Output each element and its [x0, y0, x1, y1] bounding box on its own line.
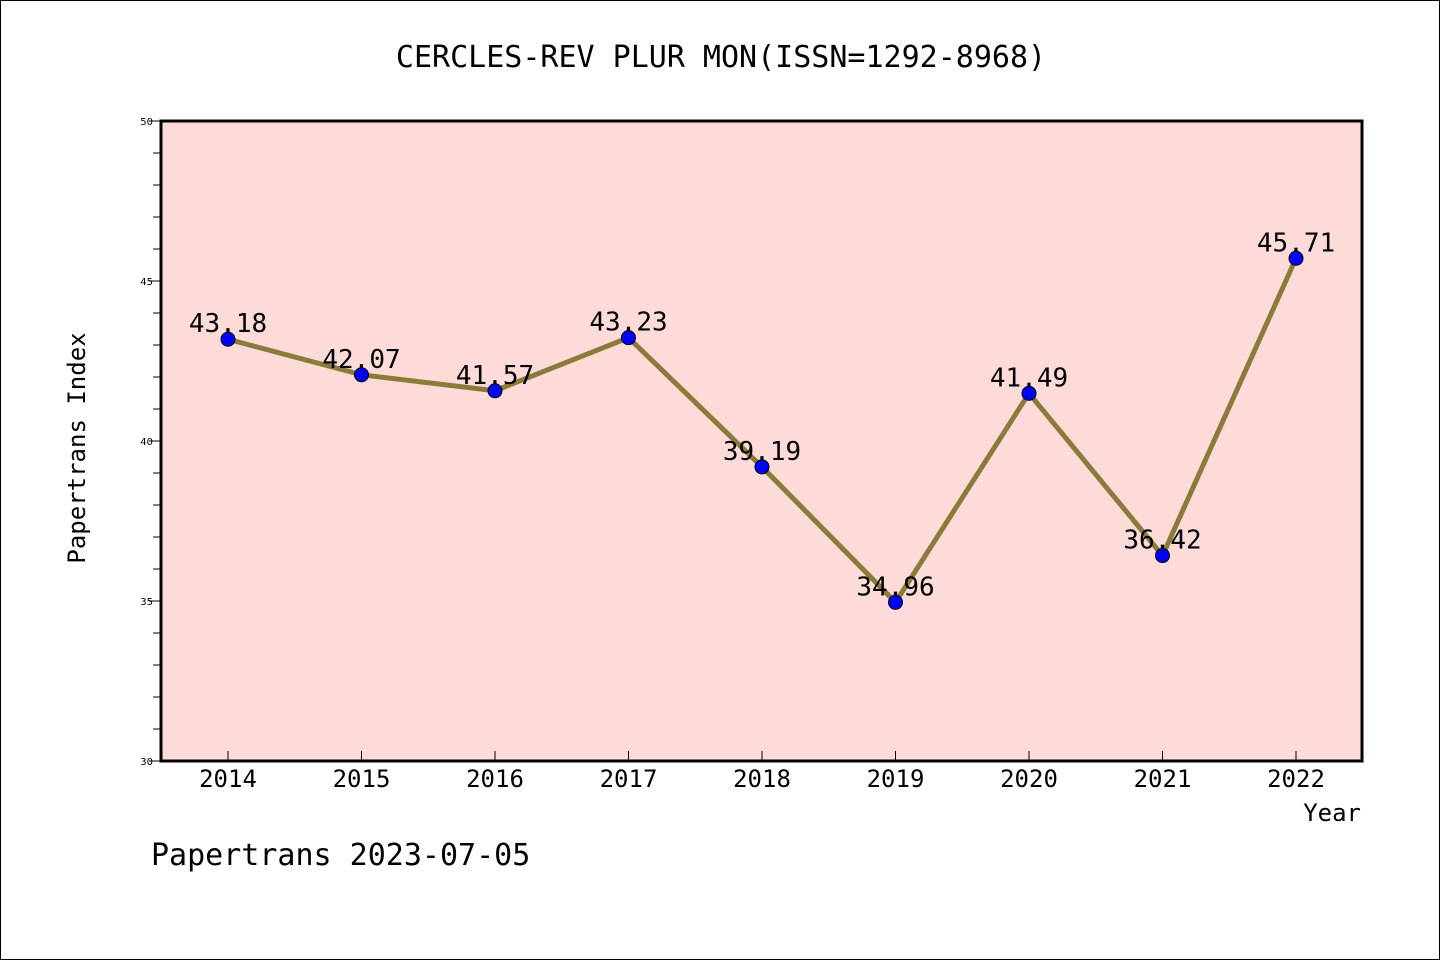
- x-axis: 2014 2015 2016 2017 2018 2019 2020 2021 2022: [199, 751, 1325, 793]
- x-tick-label: 2022: [1267, 765, 1325, 793]
- plot-area: [159, 119, 1364, 763]
- data-point: [487, 383, 503, 399]
- x-tick-label: 2016: [466, 765, 524, 793]
- data-label: 41.49: [990, 363, 1068, 393]
- data-label: 34.96: [856, 572, 934, 602]
- y-tick-label: 50: [140, 117, 153, 128]
- data-label: 41.57: [456, 361, 534, 391]
- x-tick-label: 2019: [867, 765, 925, 793]
- series-layer: [220, 250, 1304, 610]
- y-axis: 30 35 40 45 50: [140, 117, 161, 768]
- data-point: [754, 459, 770, 475]
- y-tick-label: 30: [140, 757, 153, 768]
- data-point: [220, 331, 236, 347]
- footer-text: Papertrans 2023-07-05: [151, 838, 530, 873]
- data-labels: 43.18 42.07 41.57 43.23 39.19 34.96 41.49 36.42…: [189, 228, 1335, 602]
- y-tick-label: 45: [140, 277, 153, 288]
- data-point: [1155, 548, 1170, 564]
- data-point: [888, 594, 903, 610]
- x-tick-label: 2015: [333, 765, 391, 793]
- x-tick-label: 2018: [733, 765, 791, 793]
- data-point: [1288, 250, 1304, 266]
- data-label: 42.07: [322, 345, 400, 375]
- x-tick-label: 2020: [1000, 765, 1058, 793]
- y-tick-label: 35: [140, 597, 153, 608]
- x-tick-label: 2017: [600, 765, 658, 793]
- data-label: 43.18: [189, 309, 267, 339]
- data-label: 45.71: [1257, 228, 1335, 258]
- x-axis-label: Year: [1303, 799, 1361, 827]
- data-point: [621, 330, 636, 346]
- data-label: 36.42: [1123, 526, 1201, 556]
- y-tick-label: 40: [140, 437, 153, 448]
- x-tick-label: 2021: [1134, 765, 1192, 793]
- chart-title: CERCLES-REV PLUR MON(ISSN=1292-8968): [396, 40, 1046, 75]
- x-tick-label: 2014: [199, 765, 257, 793]
- data-point: [354, 367, 369, 383]
- data-point: [1021, 385, 1037, 401]
- y-axis-label: Papertrans Index: [63, 332, 91, 563]
- data-label: 43.23: [589, 308, 667, 338]
- data-label: 39.19: [723, 437, 801, 467]
